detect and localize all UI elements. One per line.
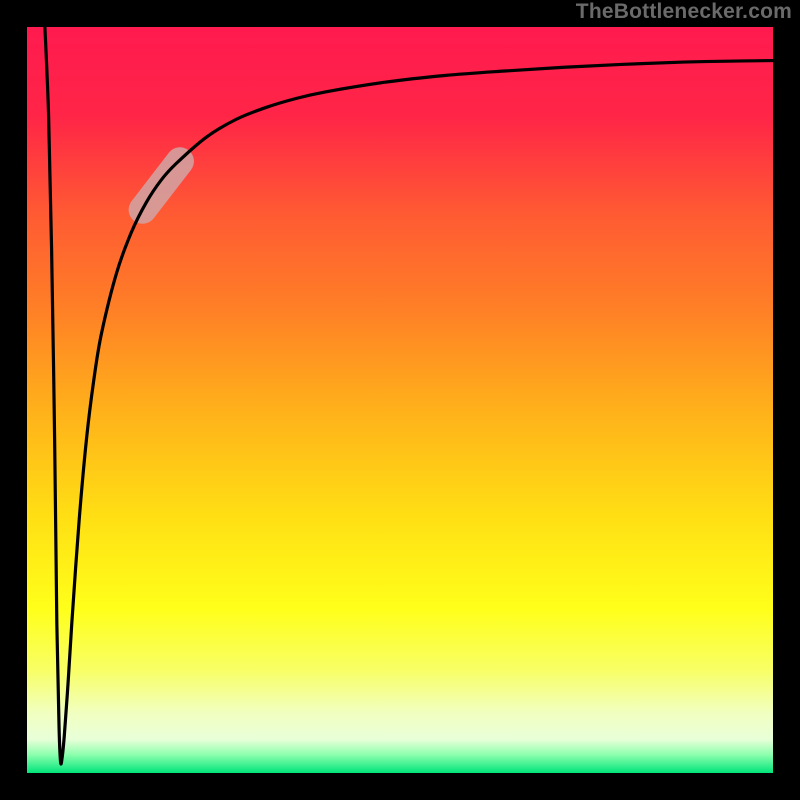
- chart-svg: [0, 0, 800, 800]
- bottleneck-chart: TheBottlenecker.com: [0, 0, 800, 800]
- watermark-text: TheBottlenecker.com: [576, 0, 792, 24]
- gradient-background: [27, 27, 773, 773]
